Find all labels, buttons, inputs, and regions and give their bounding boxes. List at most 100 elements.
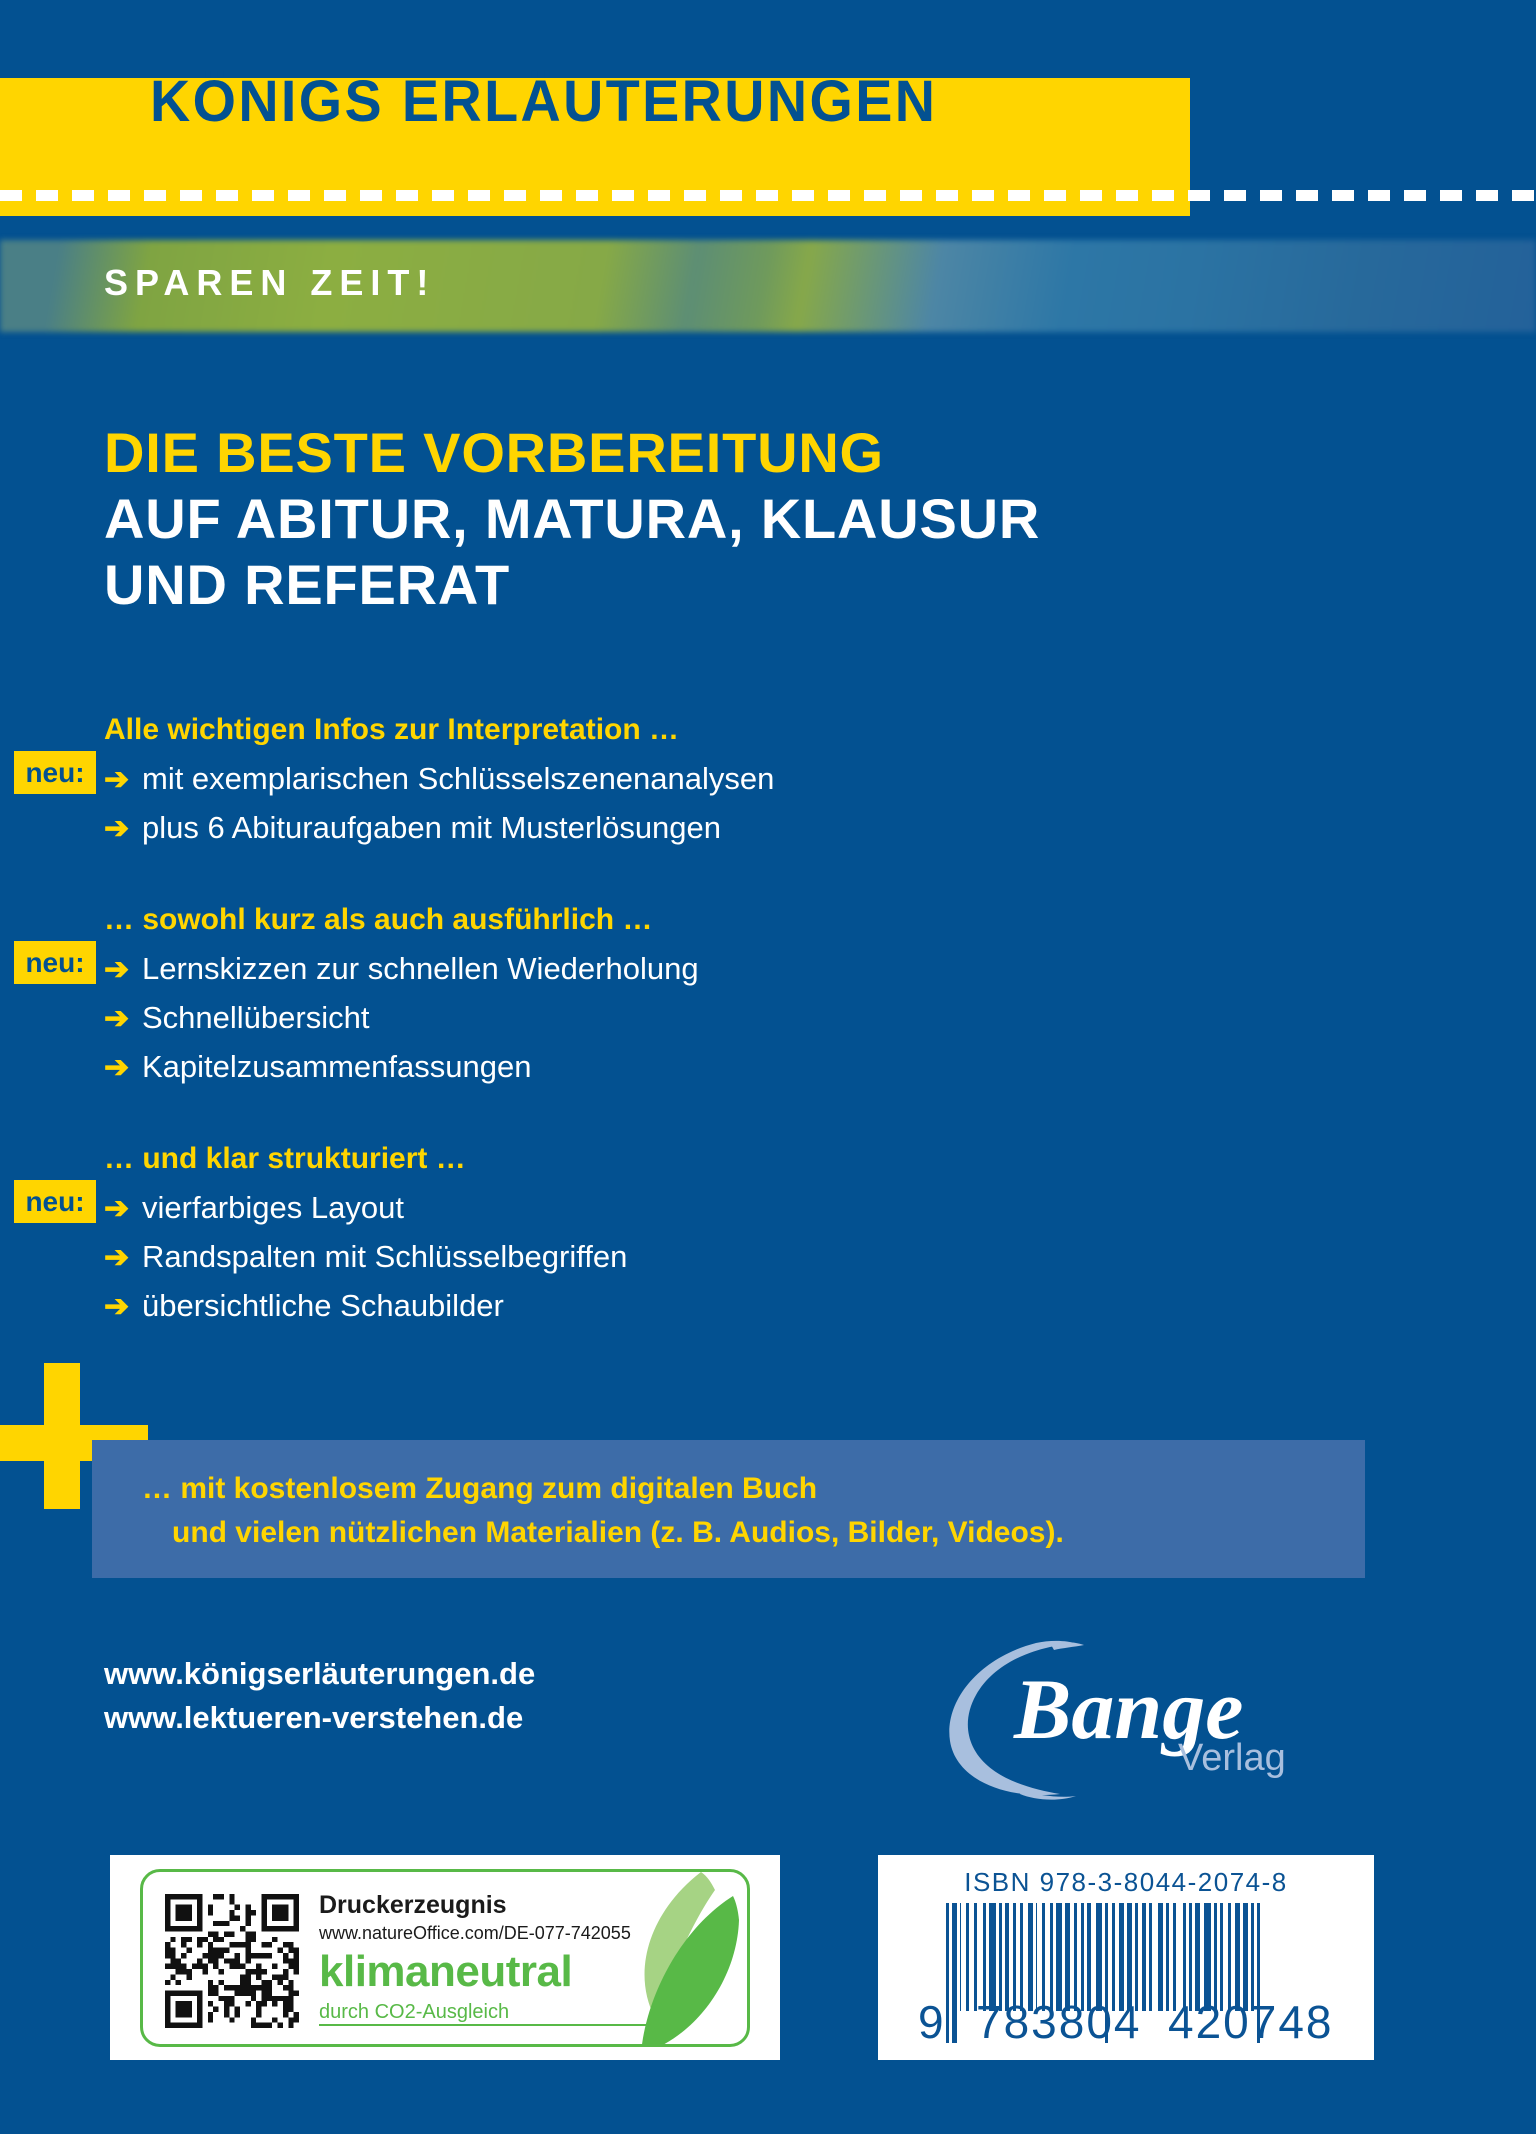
barcode-bar — [1119, 1903, 1124, 2011]
feature-group-title: … sowohl kurz als auch ausführlich … — [104, 903, 653, 936]
barcode-bar — [959, 1903, 962, 2011]
digital-access-line-2: und vielen nützlichen Materialien (z. B.… — [172, 1516, 1064, 1549]
feature-item: ➔ übersichtliche Schaubilder — [0, 1281, 1536, 1330]
neu-badge: neu: — [14, 751, 96, 794]
barcode-digit-group-1: 783804 — [976, 1996, 1142, 2048]
digital-access-panel: … mit kostenlosem Zugang zum digitalen B… — [92, 1440, 1365, 1578]
arrow-right-icon: ➔ — [104, 1290, 130, 1323]
barcode-bar — [1219, 1903, 1223, 2011]
barcode-bar — [998, 1903, 1002, 2011]
feature-item: neu: ➔ Lernskizzen zur schnellen Wiederhol… — [0, 941, 1536, 993]
barcode-bar — [973, 1903, 977, 2011]
barcode-digit-first: 9 — [918, 1996, 946, 2048]
leaf-front-icon — [642, 1896, 739, 2044]
barcode-bar — [1235, 1903, 1240, 2011]
feature-item-label: Lernskizzen zur schnellen Wiederholung — [142, 951, 699, 986]
barcode-bar — [1126, 1903, 1132, 2011]
feature-item-label: Schnellübersicht — [142, 1000, 370, 1035]
arrow-right-icon: ➔ — [104, 1241, 130, 1274]
feature-group-title: Alle wichtigen Infos zur Interpretation … — [104, 713, 680, 746]
brand-title: KÖNIGS ERLÄUTERUNGEN — [150, 69, 938, 134]
feature-item: ➔ Randspalten mit Schlüsselbegriffen — [0, 1232, 1536, 1281]
barcode-bar — [966, 1903, 970, 2011]
leaf-svg — [642, 1872, 739, 2044]
url-koenigserlaeuterungen[interactable]: www.königserläuterungen.de — [104, 1656, 536, 1691]
url-lektueren-verstehen[interactable]: www.lektueren-verstehen.de — [104, 1700, 524, 1735]
brush-tail2-icon — [1020, 1790, 1076, 1800]
barcode-bar — [1111, 1903, 1115, 2011]
barcode-bar — [1035, 1903, 1038, 2011]
klimaneutral-rule — [319, 2024, 649, 2026]
barcode-bar — [1227, 1903, 1231, 2011]
neu-badge: neu: — [14, 941, 96, 984]
arrow-right-icon: ➔ — [104, 1051, 130, 1084]
feature-item: neu: ➔ mit exemplarischen Schlüsselszenena… — [0, 751, 1536, 803]
barcode-bar — [1041, 1903, 1045, 2011]
feature-item-label: Randspalten mit Schlüsselbegriffen — [142, 1239, 628, 1274]
arrow-right-icon: ➔ — [104, 763, 130, 796]
headline-line-1: DIE BESTE VORBEREITUNG — [104, 421, 884, 484]
feature-item-label: Kapitelzusammenfassungen — [142, 1049, 532, 1084]
barcode-bar — [1049, 1903, 1053, 2011]
barcode-bar — [1204, 1903, 1211, 2011]
website-urls: www.königserläuterungen.de www.lektueren… — [104, 1652, 535, 1740]
barcode-bar — [1004, 1903, 1010, 2011]
barcode-bar — [1148, 1903, 1152, 2011]
arrow-right-icon: ➔ — [104, 953, 130, 986]
bange-wordmark: Bange — [1013, 1661, 1243, 1757]
headline-line-3: UND REFERAT — [104, 553, 510, 616]
barcode-bars — [946, 1903, 1314, 2043]
feature-group: Alle wichtigen Infos zur Interpretation … — [0, 706, 1536, 852]
isbn-label: ISBN 978-3-8044-2074-8 — [964, 1867, 1288, 1897]
klimaneutral-headline: klimaneutral — [319, 1947, 573, 1996]
barcode-bar — [1157, 1903, 1163, 2011]
druckerzeugnis-label: Druckerzeugnis — [319, 1891, 507, 1919]
klimaneutral-frame: Druckerzeugnis www.natureOffice.com/DE-0… — [140, 1869, 750, 2047]
barcode-bar — [1213, 1903, 1217, 2011]
barcode-bar — [1195, 1903, 1200, 2011]
arrow-right-icon: ➔ — [104, 812, 130, 845]
barcode-bar — [1080, 1903, 1084, 2011]
barcode-bar — [1086, 1903, 1092, 2011]
arrow-right-icon: ➔ — [104, 1192, 130, 1225]
feature-group: … und klar strukturiert … neu: ➔ vierfarbig… — [0, 1135, 1536, 1330]
barcode-bar — [1012, 1903, 1016, 2011]
barcode-bar — [1243, 1903, 1248, 2011]
barcode-bar — [1105, 1903, 1109, 2043]
barcode-bar — [1096, 1903, 1103, 2011]
feature-item: ➔ Kapitelzusammenfassungen — [0, 1042, 1536, 1091]
headline-line-2: AUF ABITUR, MATURA, KLAUSUR — [104, 487, 1041, 550]
photo-band-background — [0, 240, 1536, 332]
feature-item: ➔ plus 6 Abituraufgaben mit Musterlösunge… — [0, 803, 1536, 852]
feature-item-label: plus 6 Abituraufgaben mit Musterlösungen — [142, 810, 722, 845]
qr-code-icon — [165, 1894, 299, 2028]
barcode-bar — [1065, 1903, 1070, 2011]
barcode-bar — [989, 1903, 996, 2011]
klimaneutral-text-block: Druckerzeugnis www.natureOffice.com/DE-0… — [319, 1890, 649, 2026]
barcode-bar — [1182, 1903, 1186, 2011]
klimaneutral-badge: Druckerzeugnis www.natureOffice.com/DE-0… — [110, 1855, 780, 2060]
barcode-bar — [1142, 1903, 1146, 2011]
barcode-bar — [1188, 1903, 1192, 2011]
brush-tail-icon — [1050, 1641, 1084, 1650]
digital-access-line-1: … mit kostenlosem Zugang zum digitalen B… — [142, 1472, 818, 1505]
natureoffice-url: www.natureOffice.com/DE-077-742055 — [319, 1923, 631, 1943]
bange-logo-svg: Bange Verlag — [949, 1640, 1286, 1800]
brush-circle-icon — [949, 1640, 1078, 1796]
neu-badge: neu: — [14, 1180, 96, 1223]
barcode-bar — [1165, 1903, 1169, 2011]
barcode-bar — [1027, 1903, 1033, 2011]
feature-item-label: vierfarbiges Layout — [142, 1190, 404, 1225]
bange-verlag-logo: Bange Verlag — [910, 1610, 1310, 1810]
isbn-barcode: ISBN 978-3-8044-2074-8 9 783804 420748 — [878, 1855, 1374, 2060]
barcode-bar — [1055, 1903, 1063, 2011]
feature-list: Alle wichtigen Infos zur Interpretation … — [0, 706, 1536, 1330]
feature-item: ➔ Schnellübersicht — [0, 993, 1536, 1042]
barcode-bar — [1020, 1903, 1024, 2011]
feature-item: neu: ➔ vierfarbiges Layout — [0, 1180, 1536, 1232]
sparen-zeit-label: SPAREN ZEIT! — [104, 262, 436, 303]
feature-item-label: mit exemplarischen Schlüsselszenenanalys… — [142, 761, 775, 796]
page-title: DIE BESTE VORBEREITUNG AUF ABITUR, MATUR… — [104, 420, 1204, 618]
barcode-bar — [1074, 1903, 1078, 2011]
